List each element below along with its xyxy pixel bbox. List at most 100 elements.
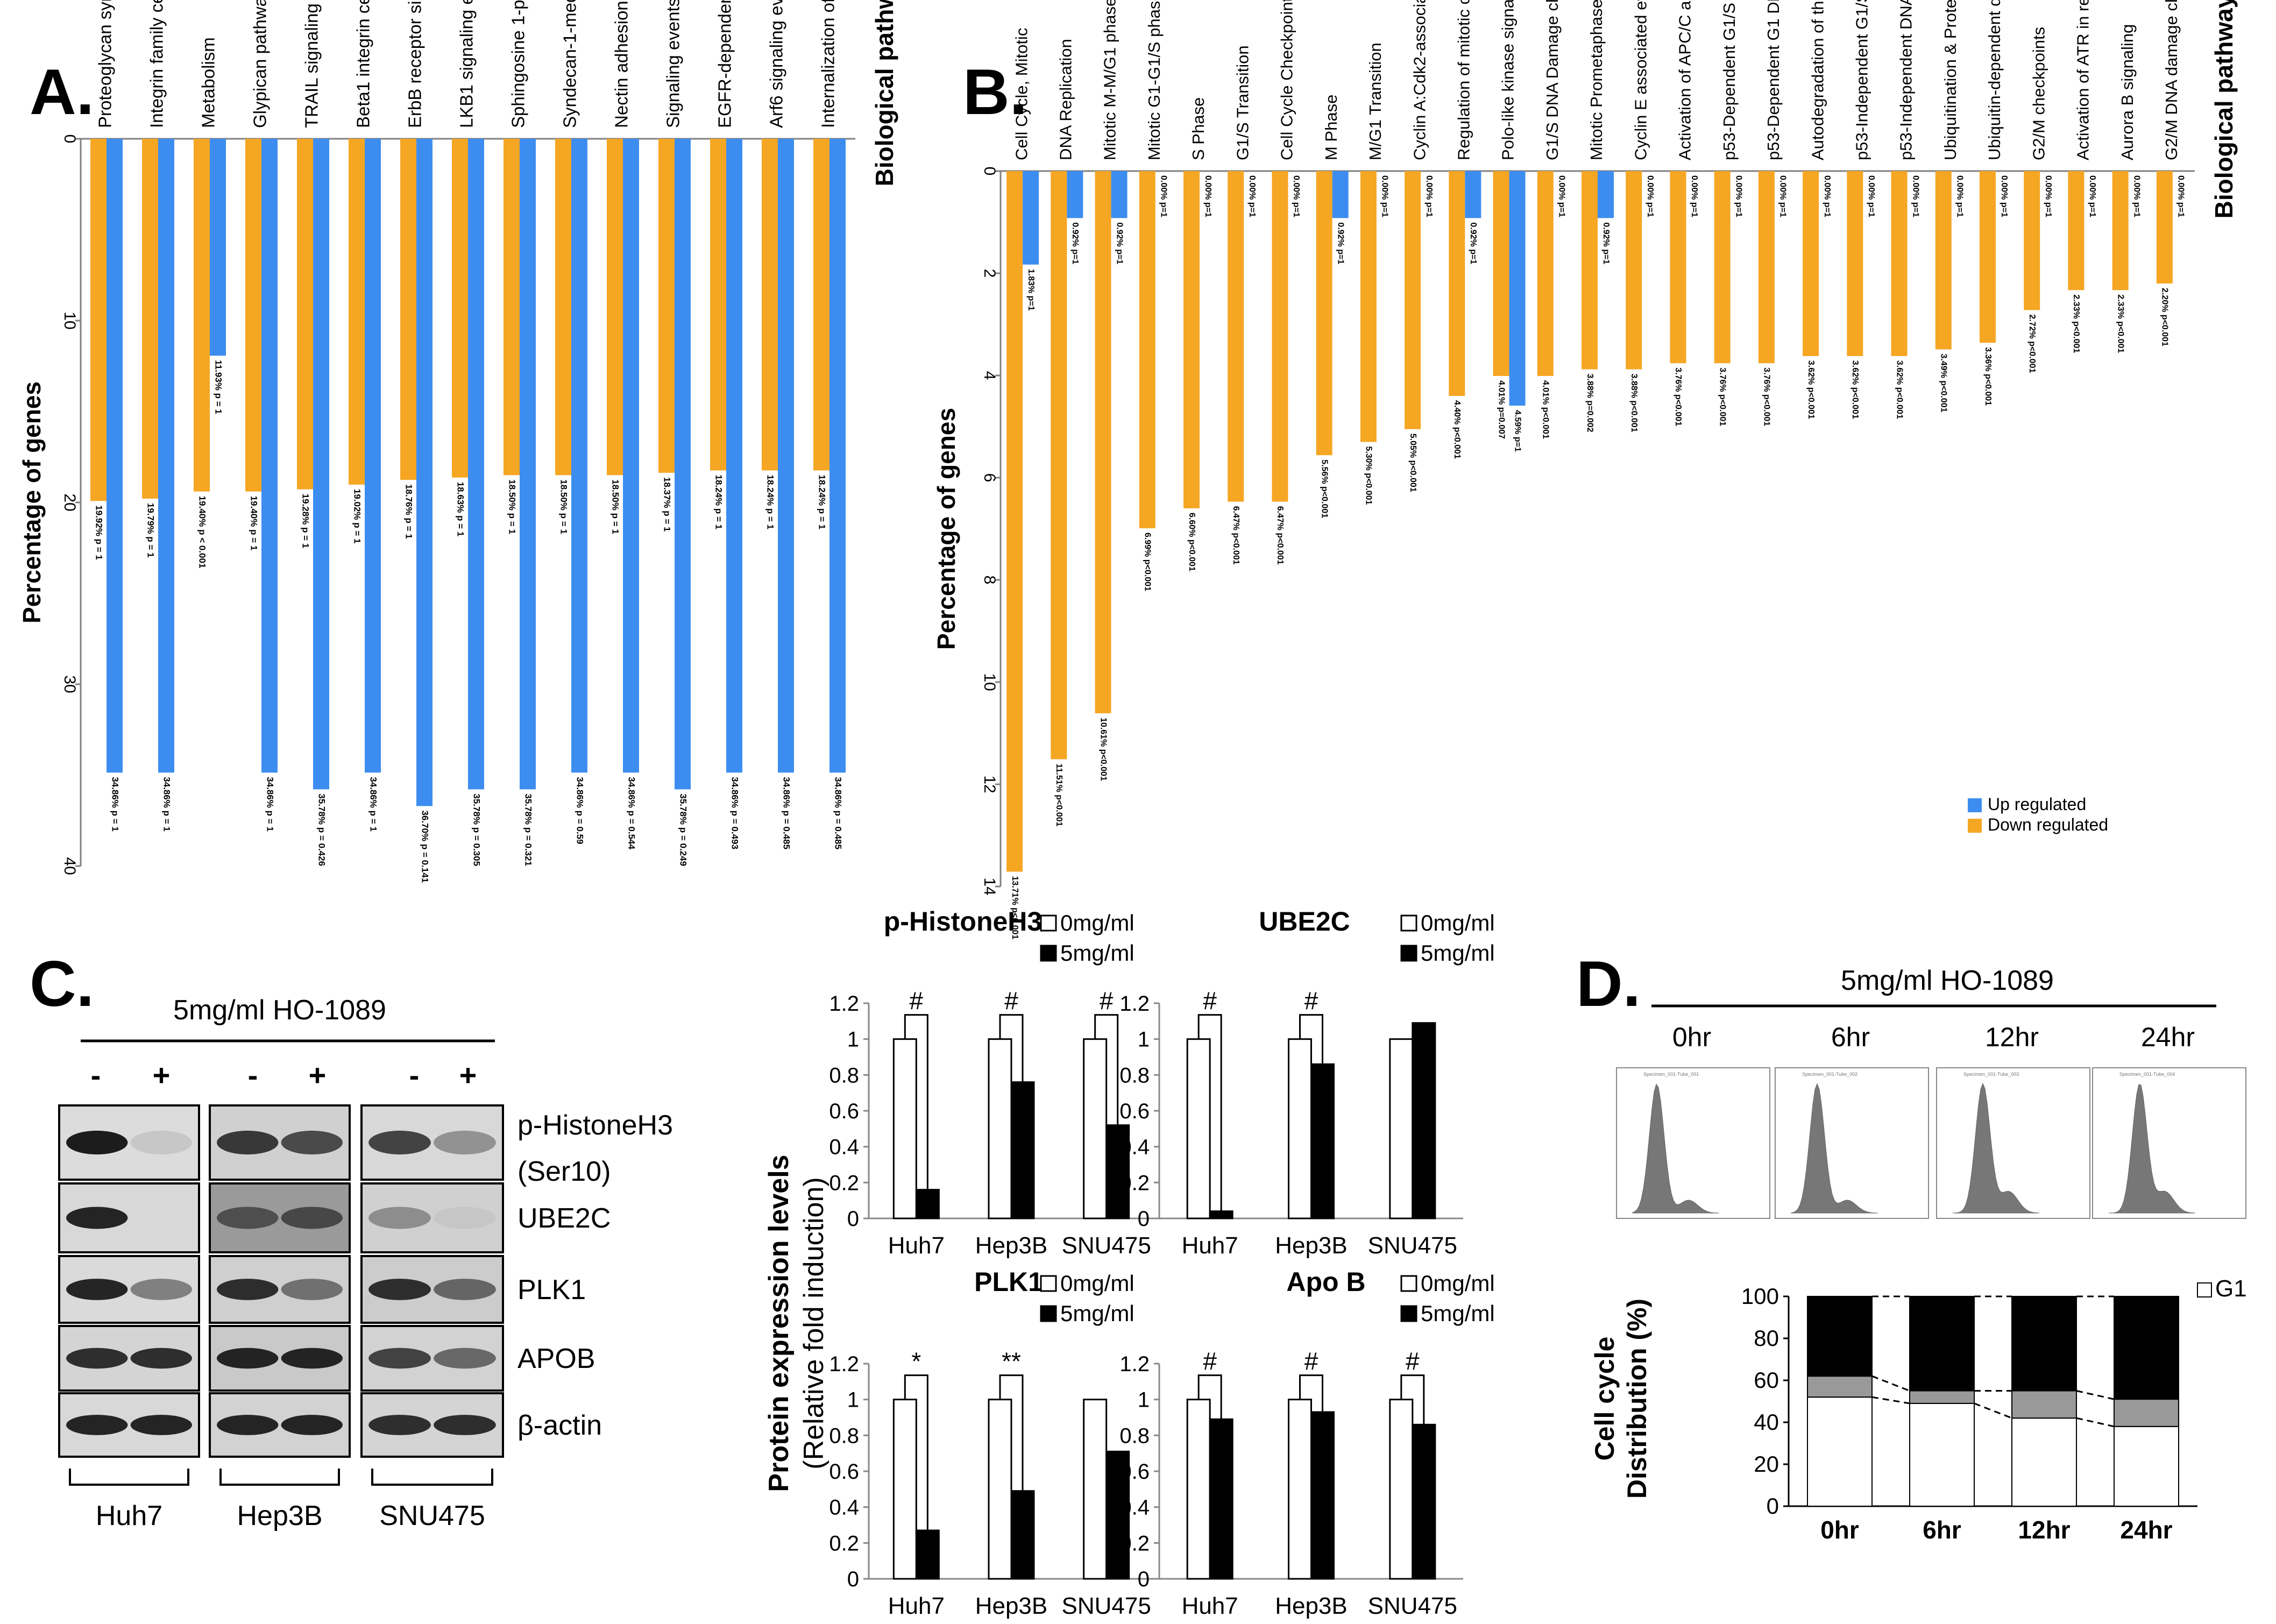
a-label-up-13: 34.86% p = 0.485	[782, 777, 792, 849]
c2-xtick-0: Huh7	[888, 1593, 945, 1619]
c3-xtick-2: SNU475	[1368, 1593, 1457, 1619]
d-ytick-0: 0	[1767, 1493, 1779, 1519]
c0-sig-1: #	[1004, 987, 1018, 1015]
c2-sig-1: **	[1002, 1348, 1021, 1375]
a-bar-down-11	[658, 139, 675, 473]
c3-legend-swatch-0	[1400, 1275, 1417, 1292]
d-xtick-2: 12hr	[2018, 1516, 2070, 1544]
b-bar-down-6	[1272, 171, 1288, 502]
b-label-down-5: 6.47% p<0.001	[1231, 506, 1240, 565]
b-bar-up-7	[1332, 171, 1349, 218]
b-category-24: Activation of ATR in response to replica…	[2074, 0, 2093, 160]
a-bar-down-1	[142, 139, 158, 499]
blot-row-label-0: p-HistoneH3	[517, 1110, 673, 1141]
a-bar-down-14	[813, 139, 829, 471]
b-label-down-10: 4.40% p<0.001	[1452, 400, 1462, 459]
b-bar-down-24	[2068, 171, 2084, 290]
b-label-up-15: 0.00% p=1	[1690, 175, 1699, 217]
b-ytick-1: 2	[981, 269, 998, 278]
b-bar-down-4	[1183, 171, 1200, 508]
western-blot: 5mg/ml HO-1089 - + - + - + p-HistoneH3 UBE2C PL…	[58, 995, 673, 1531]
b-bar-up-11	[1509, 171, 1526, 406]
c1-sig-1: #	[1304, 987, 1318, 1015]
a-category-12: EGFR-dependent Endothelin signaling even…	[715, 0, 735, 128]
b-label-down-2: 10.61% p<0.001	[1098, 718, 1108, 781]
b-legend-label-0: Up regulated	[1988, 795, 2086, 814]
b-bar-down-7	[1316, 171, 1332, 456]
b-bar-down-25	[2112, 171, 2129, 290]
b-category-14: Cyclin E associated events during G1/S t…	[1631, 0, 1650, 160]
b-bar-up-0	[1023, 171, 1039, 265]
blot-cell-label-1: Hep3B	[237, 1500, 323, 1531]
c2-sig-bracket-0	[904, 1374, 928, 1530]
b-ytick-0: 0	[981, 167, 998, 176]
blot-band-2-0-1	[130, 1279, 192, 1300]
blot-band-4-0-1	[130, 1415, 192, 1435]
d-legend-swatch-g1	[2197, 1282, 2212, 1297]
c-ylabel-1: Protein expression levels	[763, 1154, 795, 1492]
a-label-down-13: 18.24% p = 1	[765, 475, 776, 530]
c3-xtick-0: Huh7	[1182, 1593, 1238, 1619]
b-bar-up-2	[1111, 171, 1128, 218]
c0-xtick-2: SNU475	[1062, 1232, 1151, 1259]
b-label-up-21: 0.00% p=1	[1955, 175, 1965, 217]
a-label-up-10: 34.86% p = 0.544	[627, 777, 637, 849]
a-label-up-12: 34.86% p = 0.493	[730, 777, 740, 849]
b-bar-down-16	[1714, 171, 1731, 364]
b-category-22: Ubiquitin-dependent degradation of Cycli…	[1985, 0, 2004, 160]
b-label-down-8: 5.30% p<0.001	[1364, 446, 1373, 505]
c2-legend-label-0: 0mg/ml	[1060, 1271, 1135, 1296]
b-label-up-2: 0.92% p=1	[1115, 222, 1124, 264]
d-ylabel-1: Cell cycle	[1590, 1337, 1620, 1461]
c0-ytick-6: 1.2	[829, 992, 859, 1016]
c1-ytick-3: 0.6	[1119, 1100, 1150, 1123]
c1-bar-1-1	[1310, 1063, 1335, 1219]
a-category-8: Sphingosine 1-phosphate (S1P) pathway	[508, 0, 528, 128]
c3-sig-2: #	[1406, 1348, 1420, 1375]
blot-band-2-2-0	[368, 1279, 431, 1300]
a-bar-up-1	[158, 139, 174, 773]
a-bar-up-11	[675, 139, 691, 790]
blot-row-label-ser10: (Ser10)	[517, 1156, 611, 1187]
panel-letter-b: B.	[963, 56, 1027, 128]
c1-legend-label-1: 5mg/ml	[1421, 940, 1495, 966]
c2-bar-0-1	[988, 1399, 1012, 1580]
b-label-up-4: 0.00% p=1	[1203, 175, 1213, 217]
a-category-0: Proteoglycan syndecan-mediated signaling…	[95, 0, 115, 128]
a-label-down-1: 19.79% p = 1	[146, 503, 156, 558]
d-bar-2-2	[2011, 1296, 2077, 1392]
c3-ytick-1: 0.2	[1119, 1531, 1150, 1555]
d-bar-2-1	[1909, 1296, 1975, 1392]
a-bar-up-4	[313, 139, 329, 790]
blot-band-1-0-0	[66, 1207, 128, 1229]
a-bar-up-6	[416, 139, 432, 806]
b-label-down-11: 4.01% p=0.007	[1497, 380, 1506, 439]
a-label-up-1: 34.86% p = 1	[162, 777, 172, 832]
c3-ytick-0: 0	[1138, 1568, 1150, 1591]
d-bar-1-3	[2114, 1399, 2179, 1427]
c3-sig-bracket-2	[1400, 1374, 1425, 1425]
b-label-down-9: 5.05% p<0.001	[1408, 434, 1417, 492]
chart-b-pathways: 0 2 4 6 8 10 12 14 Percentage of genes Biological…	[932, 0, 2238, 939]
c1-bar-1-0	[1209, 1210, 1233, 1219]
c3-ytick-4: 0.8	[1119, 1424, 1150, 1448]
a-label-down-5: 19.02% p = 1	[352, 489, 363, 544]
d-connector-1	[1871, 1375, 2115, 1400]
a-category-14: Internalization of ErbB1	[818, 0, 838, 128]
a-label-down-12: 18.24% p = 1	[714, 475, 724, 530]
d-xtick-1: 6hr	[1923, 1516, 1961, 1544]
blot-band-1-2-0	[368, 1207, 431, 1229]
d-ytick-3: 60	[1754, 1367, 1779, 1393]
blot-cell-label-2: SNU475	[379, 1500, 485, 1531]
a-bar-down-12	[710, 139, 726, 471]
c0-legend-label-1: 5mg/ml	[1060, 940, 1135, 966]
a-label-up-6: 36.70% p = 0.141	[420, 810, 430, 883]
c0-legend-swatch-0	[1040, 914, 1057, 932]
blot-sign-1: +	[153, 1058, 171, 1092]
b-label-down-16: 3.76% p<0.001	[1718, 367, 1727, 426]
b-label-up-19: 0.00% p=1	[1867, 175, 1876, 217]
c2-legend-label-1: 5mg/ml	[1060, 1301, 1135, 1326]
c1-sig-0: #	[1203, 987, 1217, 1015]
blot-band-4-2-0	[368, 1415, 431, 1435]
b-label-down-13: 3.88% p=0.002	[1585, 374, 1594, 432]
